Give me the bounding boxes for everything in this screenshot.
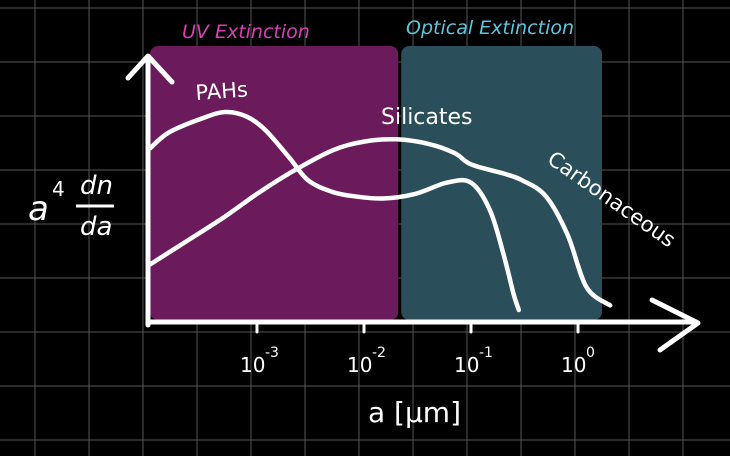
- x-tick-label: 10 -3: [240, 345, 279, 377]
- x-axis-label: a [μm]: [368, 396, 461, 429]
- y-axis-label: a 4 dn da: [28, 171, 114, 242]
- series-label-silicates: Silicates: [381, 105, 473, 130]
- axes: [125, 53, 701, 353]
- x-tick-label-exponent: -3: [265, 345, 279, 361]
- svg-text:dn: dn: [80, 171, 113, 201]
- svg-text:a: a: [28, 189, 49, 229]
- x-axis-arrow: [649, 297, 701, 353]
- region-label-optical: Optical Extinction: [406, 17, 574, 39]
- x-tick-label-base: 10: [454, 353, 479, 377]
- series-label-pahs: PAHs: [195, 77, 249, 105]
- region-label-uv: UV Extinction: [182, 21, 310, 43]
- y-axis-arrow: [125, 53, 175, 85]
- x-tick-label-exponent: 0: [586, 345, 595, 361]
- series-line-silicates: [147, 136, 613, 308]
- x-tick-label: 10 0: [561, 345, 595, 377]
- x-tick-label: 10 -2: [347, 345, 386, 377]
- x-ticks: 10 -3 10 -2 10 -1 10 0: [240, 320, 595, 377]
- x-tick-label-base: 10: [240, 353, 265, 377]
- optical-extinction-region: [401, 46, 602, 320]
- svg-text:da: da: [80, 212, 112, 242]
- series-curves: [147, 109, 613, 313]
- x-tick-label: 10 -1: [454, 345, 493, 377]
- series-line-pahs: [147, 109, 522, 313]
- x-tick-label-exponent: -1: [479, 345, 493, 361]
- x-tick-label-base: 10: [347, 353, 372, 377]
- x-tick-label-exponent: -2: [372, 345, 386, 361]
- x-tick-label-base: 10: [561, 353, 586, 377]
- svg-text:4: 4: [52, 177, 65, 201]
